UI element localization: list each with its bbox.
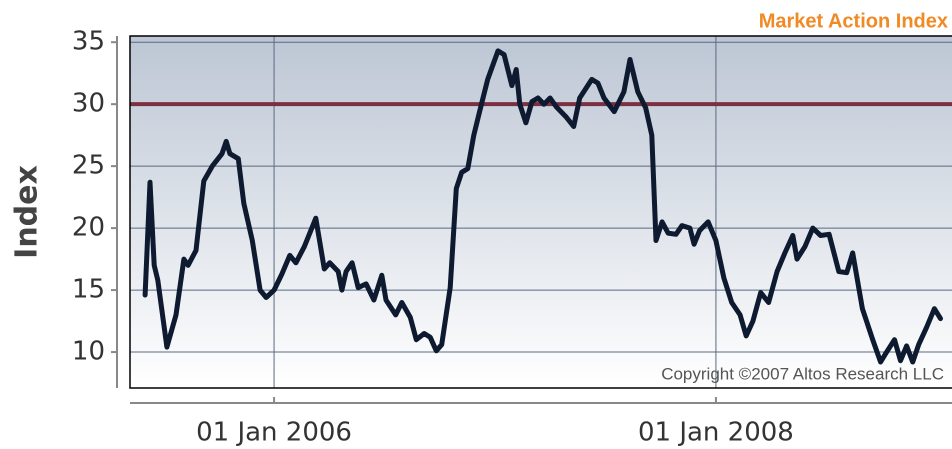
data-line bbox=[142, 48, 943, 365]
x-tick-label: 01 Jan 2006 bbox=[196, 418, 352, 448]
plot-frame bbox=[129, 35, 952, 389]
y-tick-label: 25 bbox=[72, 151, 105, 181]
y-axis-label: Index bbox=[10, 165, 45, 259]
y-tick-label: 35 bbox=[72, 27, 105, 57]
plot-background bbox=[130, 36, 952, 388]
y-tick-label: 15 bbox=[72, 275, 105, 305]
y-tick-label: 30 bbox=[72, 89, 105, 119]
chart-title: Market Action Index bbox=[759, 10, 948, 32]
x-tick-label: 01 Jan 2008 bbox=[638, 418, 794, 448]
copyright: Copyright ©2007 Altos Research LLC bbox=[661, 364, 944, 383]
y-tick-label: 20 bbox=[72, 213, 105, 243]
y-tick-label: 10 bbox=[72, 337, 105, 367]
